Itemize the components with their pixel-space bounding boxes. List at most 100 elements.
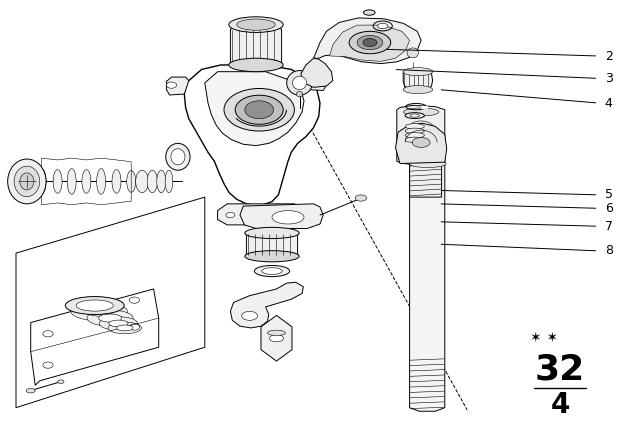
- Ellipse shape: [378, 23, 388, 29]
- Ellipse shape: [296, 91, 303, 97]
- Polygon shape: [261, 315, 292, 361]
- Ellipse shape: [236, 95, 284, 124]
- Polygon shape: [397, 105, 445, 166]
- Ellipse shape: [229, 58, 284, 72]
- Ellipse shape: [405, 124, 424, 129]
- Polygon shape: [166, 77, 189, 95]
- Ellipse shape: [136, 170, 148, 193]
- Ellipse shape: [67, 168, 76, 194]
- Ellipse shape: [272, 211, 304, 224]
- Text: 32: 32: [535, 353, 585, 387]
- Ellipse shape: [76, 300, 113, 311]
- Ellipse shape: [129, 297, 140, 303]
- Text: 4: 4: [605, 96, 612, 110]
- Polygon shape: [240, 204, 323, 228]
- Ellipse shape: [242, 311, 258, 320]
- Text: 5: 5: [605, 188, 613, 202]
- Ellipse shape: [237, 19, 275, 30]
- Ellipse shape: [269, 335, 284, 342]
- Ellipse shape: [403, 68, 433, 76]
- Ellipse shape: [99, 314, 122, 322]
- Ellipse shape: [412, 138, 430, 147]
- Ellipse shape: [129, 324, 140, 330]
- Text: ✶ ✶: ✶ ✶: [530, 331, 558, 345]
- Ellipse shape: [410, 114, 420, 117]
- Text: 6: 6: [605, 202, 612, 215]
- Ellipse shape: [226, 212, 235, 218]
- Ellipse shape: [244, 228, 300, 238]
- Ellipse shape: [355, 195, 367, 201]
- Ellipse shape: [407, 48, 419, 58]
- Ellipse shape: [157, 170, 166, 193]
- Ellipse shape: [71, 302, 127, 321]
- Ellipse shape: [43, 331, 53, 337]
- Ellipse shape: [87, 310, 133, 326]
- Ellipse shape: [244, 251, 300, 262]
- Ellipse shape: [405, 128, 424, 134]
- Ellipse shape: [26, 388, 35, 393]
- Ellipse shape: [315, 80, 325, 86]
- Ellipse shape: [405, 137, 424, 142]
- Ellipse shape: [224, 88, 294, 131]
- Polygon shape: [305, 75, 326, 90]
- Polygon shape: [410, 165, 442, 197]
- Text: 2: 2: [605, 49, 612, 63]
- Polygon shape: [205, 72, 304, 146]
- Polygon shape: [410, 161, 445, 411]
- Ellipse shape: [409, 159, 446, 168]
- Polygon shape: [301, 58, 333, 87]
- Ellipse shape: [99, 317, 138, 330]
- Polygon shape: [396, 123, 447, 164]
- Text: 4: 4: [550, 392, 570, 419]
- Ellipse shape: [166, 82, 177, 88]
- Polygon shape: [403, 70, 433, 90]
- Ellipse shape: [165, 170, 173, 193]
- Ellipse shape: [349, 31, 390, 54]
- Ellipse shape: [255, 265, 290, 276]
- Ellipse shape: [112, 170, 121, 193]
- Ellipse shape: [97, 168, 106, 194]
- Ellipse shape: [405, 112, 424, 118]
- Ellipse shape: [43, 362, 53, 368]
- Ellipse shape: [108, 322, 141, 334]
- Ellipse shape: [14, 166, 40, 197]
- Ellipse shape: [357, 35, 383, 50]
- Ellipse shape: [8, 159, 46, 204]
- Ellipse shape: [405, 133, 424, 138]
- Text: 8: 8: [605, 244, 613, 258]
- Ellipse shape: [20, 173, 34, 190]
- Ellipse shape: [268, 330, 285, 336]
- Ellipse shape: [287, 71, 312, 95]
- Ellipse shape: [245, 101, 274, 119]
- Ellipse shape: [37, 168, 46, 194]
- Polygon shape: [330, 25, 410, 61]
- Ellipse shape: [82, 170, 91, 193]
- Ellipse shape: [127, 171, 136, 192]
- Ellipse shape: [65, 297, 124, 314]
- Polygon shape: [184, 65, 320, 206]
- Ellipse shape: [291, 212, 300, 218]
- Polygon shape: [31, 289, 159, 385]
- Ellipse shape: [364, 10, 375, 15]
- Ellipse shape: [229, 17, 284, 33]
- Ellipse shape: [363, 39, 377, 47]
- Ellipse shape: [116, 325, 133, 331]
- Polygon shape: [246, 229, 298, 256]
- Polygon shape: [230, 282, 303, 328]
- Ellipse shape: [403, 86, 433, 94]
- Ellipse shape: [166, 143, 190, 170]
- Ellipse shape: [404, 108, 439, 116]
- Ellipse shape: [85, 306, 113, 316]
- Polygon shape: [218, 204, 304, 225]
- Ellipse shape: [171, 149, 185, 165]
- Ellipse shape: [53, 170, 62, 193]
- Ellipse shape: [292, 76, 307, 90]
- Ellipse shape: [147, 170, 157, 193]
- Text: 3: 3: [605, 72, 612, 85]
- Ellipse shape: [262, 267, 282, 274]
- Text: 7: 7: [605, 220, 613, 233]
- Ellipse shape: [109, 320, 128, 327]
- Ellipse shape: [58, 380, 64, 383]
- Polygon shape: [230, 22, 282, 65]
- Polygon shape: [314, 18, 421, 64]
